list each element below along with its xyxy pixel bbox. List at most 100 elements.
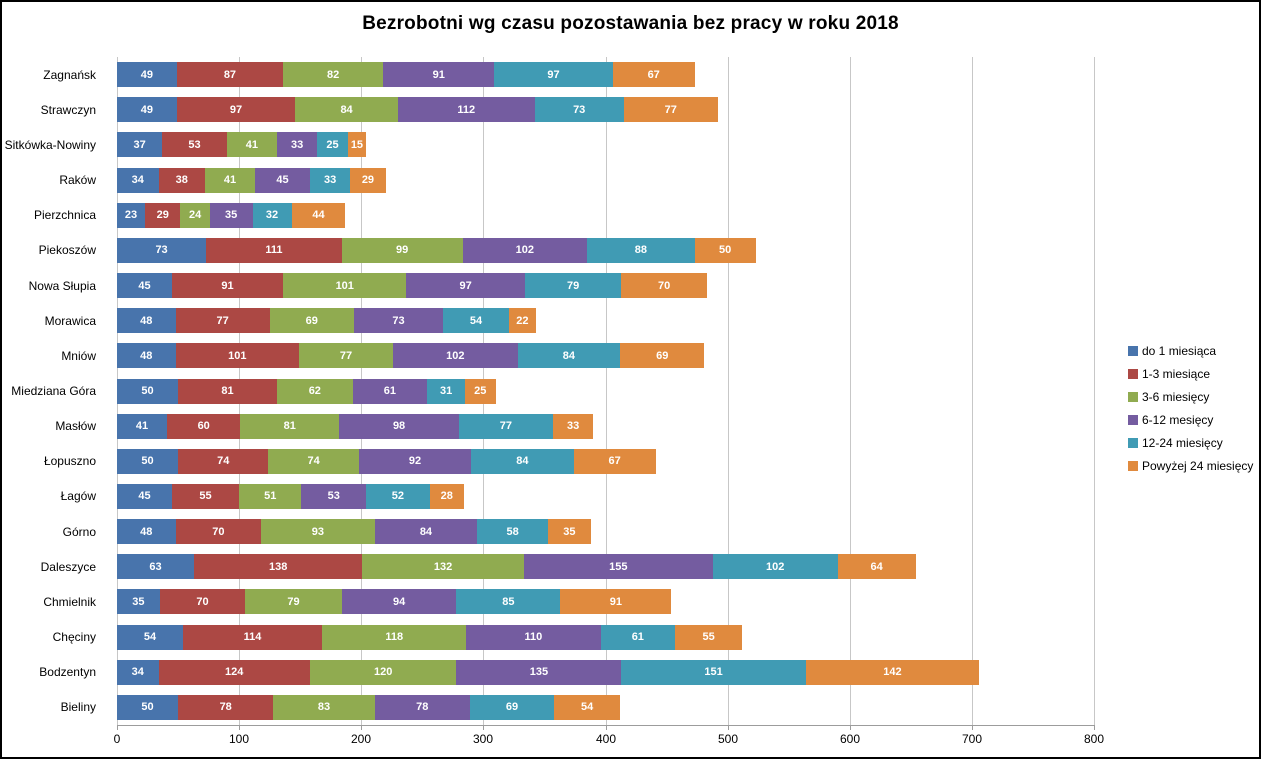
legend: do 1 miesiąca 1-3 miesiące 3-6 miesięcy 6-1… (1128, 339, 1253, 477)
bar-segment: 29 (350, 167, 386, 193)
bar-segment: 51 (239, 483, 302, 509)
x-axis-labels: 0 100 200 300 400 500 600 700 800 (114, 732, 1104, 748)
bar-value-label: 74 (217, 455, 230, 468)
bar-segment: 92 (358, 448, 472, 474)
bar-segment: 54 (554, 694, 621, 720)
axis-tick (606, 725, 607, 730)
bar-segment: 33 (552, 413, 594, 439)
bar-row: 63 138 132 155 102 64 (117, 554, 916, 580)
bar-segment: 155 (523, 554, 713, 580)
axis-tick (239, 725, 240, 730)
bar-value-label: 45 (138, 490, 151, 503)
bar-value-label: 37 (133, 138, 146, 151)
bar-value-label: 54 (143, 631, 157, 644)
bar-value-label: 94 (392, 595, 406, 608)
bar-segment: 102 (712, 554, 838, 580)
bar-value-label: 102 (446, 349, 465, 362)
bar-segment: 45 (254, 167, 310, 193)
bar-value-label: 69 (656, 349, 669, 362)
bar-value-label: 49 (140, 103, 154, 116)
bar-value-label: 23 (124, 209, 138, 222)
bar-segment: 50 (117, 378, 179, 404)
bar-segment: 25 (465, 378, 496, 404)
legend-item: 6-12 mesięcy (1128, 408, 1253, 431)
bar-value-label: 102 (515, 244, 535, 257)
bar-segment: 97 (494, 62, 613, 88)
bar-segment: 44 (291, 202, 346, 228)
bar-segment: 41 (226, 132, 277, 158)
bar-segment: 78 (178, 694, 274, 720)
bar-segment: 102 (392, 343, 518, 369)
bar-segment: 32 (252, 202, 292, 228)
bar-value-label: 92 (408, 455, 422, 468)
bar-segment: 58 (477, 519, 549, 545)
bar-segment: 48 (117, 519, 176, 545)
bar-segment: 62 (276, 378, 353, 404)
bar-segment: 132 (362, 554, 524, 580)
bar-value-label: 84 (562, 349, 575, 362)
bar-value-label: 34 (131, 174, 144, 187)
bar-segment: 35 (117, 589, 160, 615)
bar-row: 49 87 82 91 97 67 (117, 62, 695, 88)
bar-segment: 73 (353, 308, 444, 334)
bar-value-label: 82 (327, 68, 340, 81)
bar-value-label: 49 (140, 68, 154, 81)
bar-segment: 142 (805, 659, 980, 685)
legend-swatch (1128, 460, 1138, 471)
bar-row: 48 77 69 73 54 22 (117, 308, 536, 334)
bar-value-label: 48 (140, 349, 153, 362)
x-tick-label: 600 (839, 732, 861, 746)
bar-value-label: 70 (212, 525, 225, 538)
bar-value-label: 44 (312, 209, 325, 222)
bar-segment: 124 (158, 659, 310, 685)
bar-value-label: 111 (265, 244, 283, 257)
bar-value-label: 97 (459, 279, 472, 292)
bar-segment: 97 (176, 97, 296, 123)
bar-segment: 35 (209, 202, 253, 228)
bar-value-label: 81 (283, 420, 296, 433)
bar-segment: 64 (837, 554, 916, 580)
bar-segment: 79 (524, 273, 622, 299)
bar-value-label: 118 (385, 631, 404, 644)
bar-segment: 99 (341, 237, 463, 263)
bar-value-label: 73 (392, 314, 405, 327)
bar-row: 48 101 77 102 84 69 (117, 343, 705, 369)
category-label: Sitkówka-Nowiny (4, 137, 96, 152)
bar-value-label: 84 (340, 103, 353, 116)
bar-value-label: 83 (317, 701, 331, 714)
bar-value-label: 54 (469, 314, 483, 327)
category-label: Górno (62, 524, 96, 539)
bar-segment: 151 (621, 659, 806, 685)
bar-segment: 49 (117, 97, 177, 123)
bar-row: 50 78 83 78 69 54 (117, 694, 621, 720)
bar-value-label: 22 (516, 314, 529, 327)
bar-value-label: 60 (197, 420, 210, 433)
bar-value-label: 34 (131, 666, 144, 679)
bar-value-label: 84 (419, 525, 433, 538)
bar-value-label: 25 (326, 138, 339, 151)
bar-value-label: 84 (516, 455, 529, 468)
bar-segment: 74 (268, 448, 359, 474)
bar-row: 50 74 74 92 84 67 (117, 448, 656, 474)
x-tick-label: 400 (595, 732, 617, 746)
legend-label: 3-6 miesięcy (1142, 389, 1210, 404)
gridline (972, 57, 973, 725)
bar-value-label: 33 (323, 174, 337, 187)
bar-segment: 67 (612, 62, 695, 88)
bar-value-label: 101 (335, 279, 354, 292)
bar-value-label: 132 (433, 560, 453, 573)
bar-value-label: 97 (229, 103, 243, 116)
bar-segment: 63 (117, 554, 194, 580)
legend-swatch (1128, 391, 1138, 402)
bar-segment: 50 (694, 237, 756, 263)
bar-row: 49 97 84 112 73 77 (117, 97, 718, 123)
legend-label: 1-3 miesiące (1142, 366, 1211, 381)
bar-value-label: 135 (529, 666, 549, 679)
bar-segment: 81 (178, 378, 277, 404)
bar-value-label: 25 (474, 385, 487, 397)
bar-value-label: 32 (265, 209, 279, 222)
bar-segment: 77 (175, 308, 270, 334)
legend-swatch (1128, 345, 1138, 356)
bar-value-label: 155 (609, 560, 628, 573)
bar-segment: 69 (620, 343, 705, 369)
